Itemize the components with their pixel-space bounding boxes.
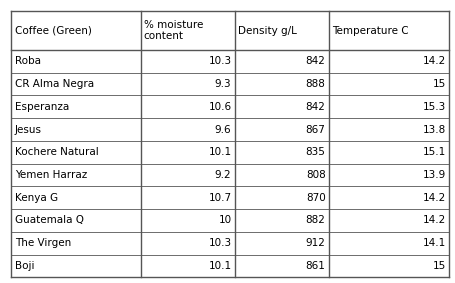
Text: Guatemala Q: Guatemala Q [15,215,83,226]
Text: Kenya G: Kenya G [15,193,58,203]
Text: 14.2: 14.2 [422,215,445,226]
Text: 10.1: 10.1 [208,147,231,157]
Text: 870: 870 [305,193,325,203]
Text: 10.1: 10.1 [208,261,231,271]
Text: 888: 888 [305,79,325,89]
Text: 808: 808 [305,170,325,180]
Text: 9.3: 9.3 [214,79,231,89]
Text: 912: 912 [305,238,325,248]
Text: The Virgen: The Virgen [15,238,71,248]
Text: CR Alma Negra: CR Alma Negra [15,79,94,89]
Text: 9.2: 9.2 [214,170,231,180]
Text: 15: 15 [432,79,445,89]
Text: 15: 15 [432,261,445,271]
Text: Esperanza: Esperanza [15,102,69,112]
Text: 835: 835 [305,147,325,157]
Text: 10: 10 [218,215,231,226]
Text: 861: 861 [305,261,325,271]
Text: Jesus: Jesus [15,125,41,134]
Text: 867: 867 [305,125,325,134]
Text: 10.3: 10.3 [208,56,231,66]
Text: Roba: Roba [15,56,40,66]
Text: Boji: Boji [15,261,34,271]
Text: 13.9: 13.9 [422,170,445,180]
Text: Temperature C: Temperature C [331,26,408,36]
Text: 14.1: 14.1 [422,238,445,248]
Text: 882: 882 [305,215,325,226]
Text: 15.3: 15.3 [422,102,445,112]
Text: 13.8: 13.8 [422,125,445,134]
Text: % moisture
content: % moisture content [143,20,202,41]
Text: Density g/L: Density g/L [238,26,296,36]
Text: 10.6: 10.6 [208,102,231,112]
Text: 842: 842 [305,56,325,66]
Text: Yemen Harraz: Yemen Harraz [15,170,86,180]
Text: 14.2: 14.2 [422,193,445,203]
Text: 14.2: 14.2 [422,56,445,66]
Text: Coffee (Green): Coffee (Green) [15,26,91,36]
Text: 10.3: 10.3 [208,238,231,248]
Text: 9.6: 9.6 [214,125,231,134]
Text: 10.7: 10.7 [208,193,231,203]
Text: 15.1: 15.1 [422,147,445,157]
Text: Kochere Natural: Kochere Natural [15,147,98,157]
Text: 842: 842 [305,102,325,112]
